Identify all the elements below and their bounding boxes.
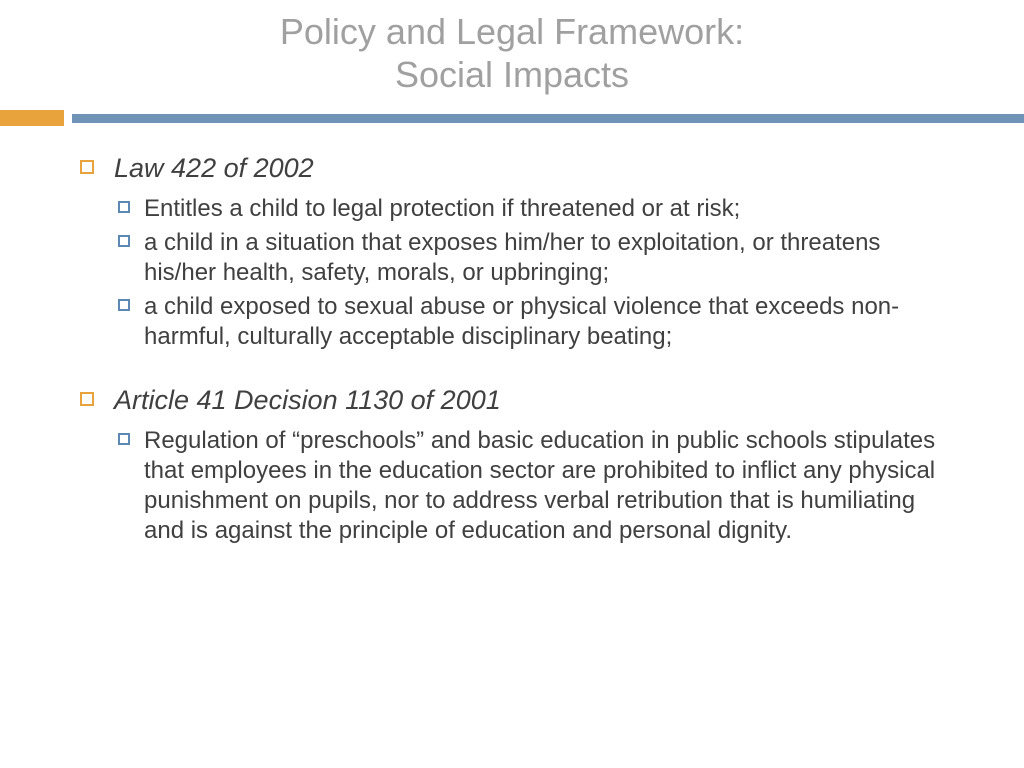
bullet-orange-icon bbox=[80, 392, 94, 406]
section-spacer bbox=[80, 356, 956, 384]
slide-title-line2: Social Impacts bbox=[0, 53, 1024, 96]
list-item-text: Regulation of “preschools” and basic edu… bbox=[144, 426, 956, 546]
list-item: a child in a situation that exposes him/… bbox=[80, 228, 956, 288]
accent-orange-block bbox=[0, 110, 64, 126]
accent-blue-bar bbox=[72, 114, 1024, 123]
list-item: a child exposed to sexual abuse or physi… bbox=[80, 292, 956, 352]
list-item-text: a child in a situation that exposes him/… bbox=[144, 228, 956, 288]
section-heading: Article 41 Decision 1130 of 2001 bbox=[80, 384, 956, 418]
slide-title-block: Policy and Legal Framework: Social Impac… bbox=[0, 0, 1024, 110]
slide-content: Law 422 of 2002 Entitles a child to lega… bbox=[0, 152, 1024, 546]
section-heading-text: Article 41 Decision 1130 of 2001 bbox=[114, 384, 501, 418]
section-heading-text: Law 422 of 2002 bbox=[114, 152, 314, 186]
list-item-text: Entitles a child to legal protection if … bbox=[144, 194, 740, 224]
bullet-blue-icon bbox=[118, 235, 130, 247]
slide-title-line1: Policy and Legal Framework: bbox=[0, 10, 1024, 53]
list-item: Entitles a child to legal protection if … bbox=[80, 194, 956, 224]
bullet-blue-icon bbox=[118, 201, 130, 213]
divider-bar bbox=[0, 110, 1024, 126]
bullet-blue-icon bbox=[118, 433, 130, 445]
list-item-text: a child exposed to sexual abuse or physi… bbox=[144, 292, 956, 352]
bullet-orange-icon bbox=[80, 160, 94, 174]
list-item: Regulation of “preschools” and basic edu… bbox=[80, 426, 956, 546]
section-heading: Law 422 of 2002 bbox=[80, 152, 956, 186]
bullet-blue-icon bbox=[118, 299, 130, 311]
